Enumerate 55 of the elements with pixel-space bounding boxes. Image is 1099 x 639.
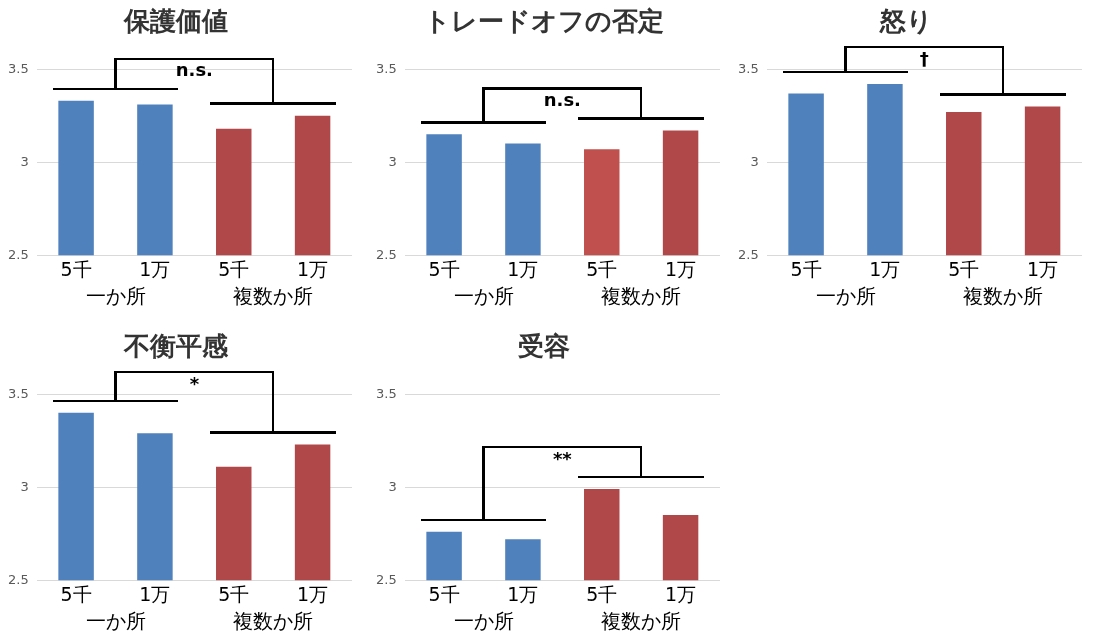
chart-title: 怒り: [878, 6, 933, 37]
text: 複数か所: [601, 609, 682, 634]
text: 一か所: [85, 609, 146, 634]
y-tick-label: 2.5: [737, 246, 759, 262]
x-tick-label: 5千: [586, 257, 618, 280]
y-tick-label: 3: [20, 153, 29, 169]
x-tick-label: 1万: [1027, 257, 1059, 280]
x-tick-label: 5千: [790, 257, 822, 280]
text: 複数か所: [233, 609, 314, 634]
x-tick-label: 5千: [948, 257, 980, 280]
y-tick-label: 3: [388, 478, 397, 494]
text: 複数か所: [963, 284, 1044, 309]
text: †: [919, 47, 929, 69]
x-tick-label: 1万: [139, 257, 171, 280]
x-tick-label: 1万: [869, 257, 901, 280]
annotation: **: [552, 447, 573, 469]
annotation: n.s.: [543, 89, 581, 111]
y-tick-label: 3.5: [7, 385, 29, 401]
y-tick-label: 3: [750, 153, 759, 169]
x-tick-label: 1万: [297, 257, 329, 280]
annotation: n.s.: [175, 59, 213, 81]
text: 複数か所: [601, 284, 682, 309]
x-tick-label: 5千: [428, 582, 460, 605]
text: 一か所: [453, 284, 514, 309]
x-tick-label: 1万: [665, 582, 697, 605]
chart-title: 保護価値: [123, 6, 228, 37]
y-tick-label: 3.5: [375, 60, 397, 76]
y-tick-label: 3: [20, 478, 29, 494]
x-tick-label: 1万: [507, 582, 539, 605]
text: 一か所: [815, 284, 876, 309]
y-tick-label: 2.5: [7, 571, 29, 587]
x-tick-label: 1万: [665, 257, 697, 280]
y-tick-label: 3.5: [7, 60, 29, 76]
x-tick-label: 5千: [218, 257, 250, 280]
x-tick-label: 5千: [60, 257, 92, 280]
x-tick-label: 1万: [139, 582, 171, 605]
text: 複数か所: [233, 284, 314, 309]
chart-title: 不衡平感: [123, 331, 229, 362]
y-tick-label: 2.5: [375, 246, 397, 262]
x-tick-label: 5千: [218, 582, 250, 605]
y-tick-label: 2.5: [375, 571, 397, 587]
y-tick-label: 3.5: [375, 385, 397, 401]
y-tick-label: 3: [388, 153, 397, 169]
y-tick-label: 3.5: [737, 60, 759, 76]
x-tick-label: 1万: [297, 582, 329, 605]
x-tick-label: 5千: [60, 582, 92, 605]
y-tick-label: 2.5: [7, 246, 29, 262]
text: *: [189, 372, 200, 394]
x-tick-label: 1万: [507, 257, 539, 280]
text: 一か所: [85, 284, 146, 309]
x-tick-label: 5千: [586, 582, 618, 605]
chart-title: 受容: [518, 331, 570, 362]
chart-title: トレードオフの否定: [424, 6, 664, 37]
text: 一か所: [453, 609, 514, 634]
x-tick-label: 5千: [428, 257, 460, 280]
